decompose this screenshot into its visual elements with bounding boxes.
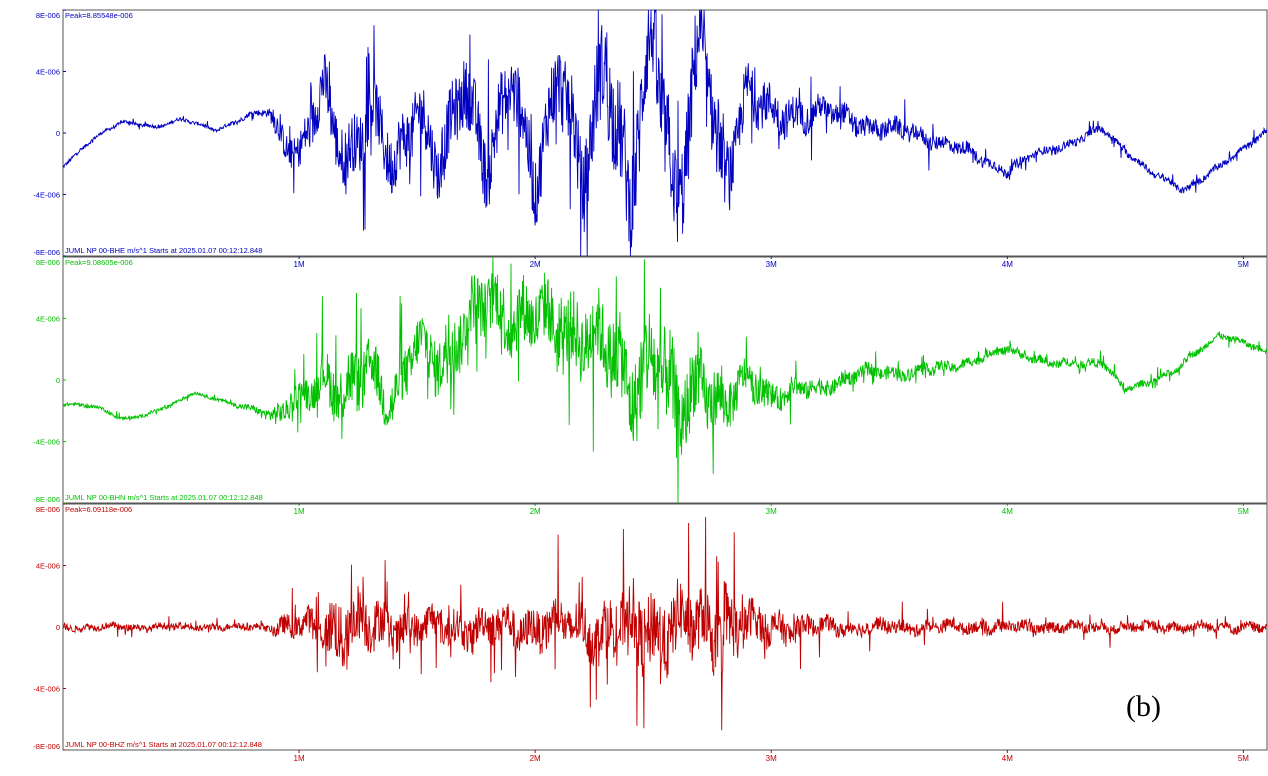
y-tick-label: -8E-006 — [33, 742, 60, 751]
x-tick-label: 4M — [1002, 260, 1013, 269]
x-tick-label: 3M — [766, 507, 777, 516]
y-tick-label: 8E-006 — [36, 258, 60, 267]
x-tick-label: 2M — [530, 260, 541, 269]
figure-label: (b) — [1126, 690, 1161, 723]
channel-caption: JUML NP 00-BHZ m/s^1 Starts at 2025.01.0… — [65, 740, 262, 749]
waveform-line — [62, 516, 1268, 731]
panel-2: 8E-006 4E-006 0 -4E-006 -8E-006 1M 2M 3M 4M 5M Pea… — [33, 256, 1268, 516]
x-tick-label: 3M — [766, 754, 777, 763]
x-tick-label: 5M — [1238, 507, 1249, 516]
panel-frame — [62, 256, 1268, 504]
x-tick-label: 5M — [1238, 260, 1249, 269]
waveform-line — [62, 256, 1268, 504]
y-tick-label: -4E-006 — [33, 191, 60, 200]
y-tick-label: 4E-006 — [36, 315, 60, 324]
y-tick-label: -8E-006 — [33, 248, 60, 257]
y-tick-label: -4E-006 — [33, 685, 60, 694]
x-tick-label: 3M — [766, 260, 777, 269]
x-tick-label: 1M — [294, 260, 305, 269]
y-tick-label: 4E-006 — [36, 68, 60, 77]
channel-caption: JUML NP 00-BHE m/s^1 Starts at 2025.01.0… — [65, 246, 262, 255]
x-tick-label: 1M — [294, 754, 305, 763]
y-tick-label: 0 — [56, 376, 60, 385]
x-tick-label: 4M — [1002, 754, 1013, 763]
peak-label: Peak=9.08605e-006 — [65, 258, 133, 267]
y-tick-label: 0 — [56, 129, 60, 138]
x-tick-label: 2M — [530, 754, 541, 763]
panel-1: 8E-006 4E-006 0 -4E-006 -8E-006 1M 2M 3M 4M 5M Pea… — [33, 9, 1268, 269]
y-tick-label: -4E-006 — [33, 438, 60, 447]
x-tick-label: 4M — [1002, 507, 1013, 516]
x-tick-label: 1M — [294, 507, 305, 516]
y-tick-label: 0 — [56, 623, 60, 632]
panel-3: 8E-006 4E-006 0 -4E-006 -8E-006 1M 2M 3M 4M 5M Pea… — [33, 503, 1268, 763]
waveform-line — [62, 9, 1268, 257]
x-tick-label: 2M — [530, 507, 541, 516]
peak-label: Peak=6.09118e-006 — [65, 505, 132, 514]
y-tick-label: -8E-006 — [33, 495, 60, 504]
peak-label: Peak=8.85548e-006 — [65, 11, 133, 20]
channel-caption: JUML NP 00-BHN m/s^1 Starts at 2025.01.0… — [65, 493, 263, 502]
y-tick-label: 4E-006 — [36, 562, 60, 571]
y-tick-label: 8E-006 — [36, 505, 60, 514]
y-tick-label: 8E-006 — [36, 11, 60, 20]
x-tick-label: 5M — [1238, 754, 1249, 763]
